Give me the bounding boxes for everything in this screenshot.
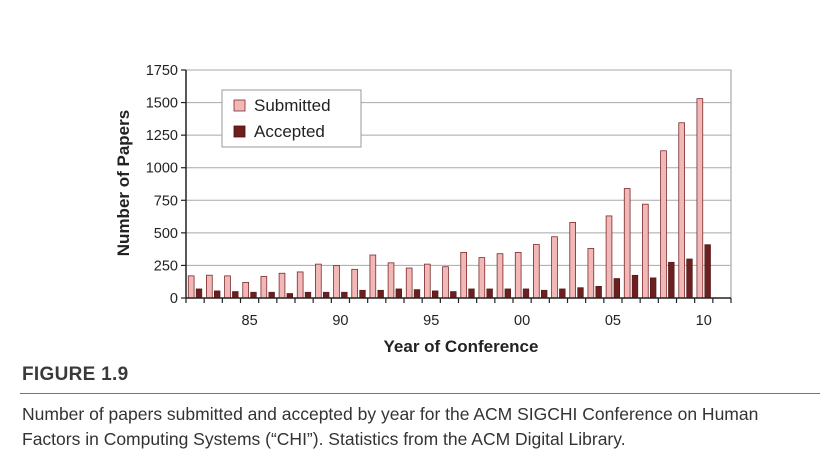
y-tick-label: 500 <box>154 226 178 242</box>
bar-accepted <box>522 288 530 299</box>
bar-accepted <box>250 291 257 299</box>
bars <box>187 98 711 299</box>
bar-submitted <box>369 254 377 299</box>
x-tick-label: 05 <box>605 313 621 329</box>
x-tick-label: 85 <box>242 313 258 329</box>
bar-accepted <box>268 291 275 299</box>
y-tick-label: 1000 <box>146 161 178 177</box>
bar-submitted <box>460 251 467 299</box>
figure-caption: Number of papers submitted and accepted … <box>22 404 759 449</box>
y-tick-label: 1250 <box>146 128 178 144</box>
bar-submitted <box>442 266 449 299</box>
bar-submitted <box>642 203 649 299</box>
bar-submitted <box>623 188 631 299</box>
bar-accepted <box>704 244 711 299</box>
bar-submitted <box>351 268 358 299</box>
bar-submitted <box>260 276 268 299</box>
bar-submitted <box>387 262 395 299</box>
bar-submitted <box>278 272 286 299</box>
legend-label: Accepted <box>254 122 325 141</box>
x-tick-label: 90 <box>332 313 348 329</box>
bar-submitted <box>514 251 522 299</box>
bar-accepted <box>432 290 439 299</box>
bar-submitted <box>533 244 540 299</box>
bar-submitted <box>242 281 249 299</box>
y-tick-label: 0 <box>170 291 178 307</box>
bar-accepted <box>577 287 584 299</box>
legend-swatch <box>233 99 246 112</box>
bar-accepted <box>631 274 639 299</box>
bar-accepted <box>559 288 566 299</box>
bar-submitted <box>333 265 340 299</box>
bar-accepted <box>504 288 511 299</box>
bar-accepted <box>541 289 548 299</box>
bar-submitted <box>587 248 595 299</box>
bar-accepted <box>359 289 366 299</box>
bar-chart: 0 250 500 750 1000 1250 1500 1750 85 90 95 00 05 10 S… <box>114 63 732 356</box>
bar-accepted <box>613 278 620 299</box>
bar-submitted <box>551 236 558 299</box>
bar-submitted <box>696 98 704 299</box>
legend-box <box>221 89 362 148</box>
bar-accepted <box>686 258 693 299</box>
bar-accepted <box>214 290 221 299</box>
bar-submitted <box>569 222 576 299</box>
y-tick-label: 750 <box>154 193 178 209</box>
bar-accepted <box>650 277 657 299</box>
bar-submitted <box>424 263 431 299</box>
bar-accepted <box>341 291 348 299</box>
x-tick-label: 10 <box>696 313 712 329</box>
bar-accepted <box>195 288 203 299</box>
bar-submitted <box>478 257 486 299</box>
axes: 0 250 500 750 1000 1250 1500 1750 85 90 95 00 05 10 <box>146 63 732 329</box>
bar-accepted <box>413 289 421 299</box>
bar-accepted <box>486 288 493 299</box>
bar-accepted <box>377 289 384 299</box>
y-tick-label: 250 <box>154 258 178 274</box>
bar-accepted <box>304 291 312 299</box>
bar-submitted <box>496 253 504 299</box>
x-axis-label: Year of Conference <box>384 337 539 356</box>
bar-accepted <box>595 286 602 299</box>
figure-label: FIGURE 1.9 <box>22 364 129 385</box>
bar-accepted <box>468 288 475 299</box>
legend-swatch <box>233 125 246 138</box>
bar-submitted <box>296 271 304 299</box>
y-tick-label: 1750 <box>146 63 178 79</box>
legend: Submitted Accepted <box>221 89 362 148</box>
bar-submitted <box>187 275 195 299</box>
bar-accepted <box>450 291 457 299</box>
bar-submitted <box>678 122 685 299</box>
y-axis-label: Number of Papers <box>114 110 133 256</box>
bar-submitted <box>315 263 322 299</box>
bar-accepted <box>323 291 330 299</box>
bar-submitted <box>660 150 667 299</box>
legend-label: Submitted <box>254 96 331 115</box>
bar-accepted <box>395 288 402 299</box>
bar-submitted <box>605 215 613 299</box>
x-tick-label: 95 <box>423 313 439 329</box>
bar-accepted <box>668 261 675 299</box>
divider <box>20 393 820 394</box>
bar-accepted <box>232 291 239 299</box>
bar-submitted <box>206 274 213 299</box>
bar-submitted <box>405 267 413 299</box>
bar-submitted <box>224 275 231 299</box>
y-tick-label: 1500 <box>146 96 178 112</box>
x-tick-label: 00 <box>514 313 530 329</box>
